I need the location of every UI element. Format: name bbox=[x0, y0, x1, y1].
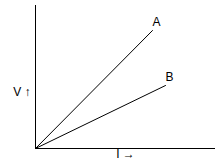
svg-text:I →: I → bbox=[116, 147, 135, 161]
svg-text:A: A bbox=[152, 15, 160, 29]
svg-text:V ↑: V ↑ bbox=[13, 85, 30, 99]
svg-text:B: B bbox=[165, 70, 173, 84]
